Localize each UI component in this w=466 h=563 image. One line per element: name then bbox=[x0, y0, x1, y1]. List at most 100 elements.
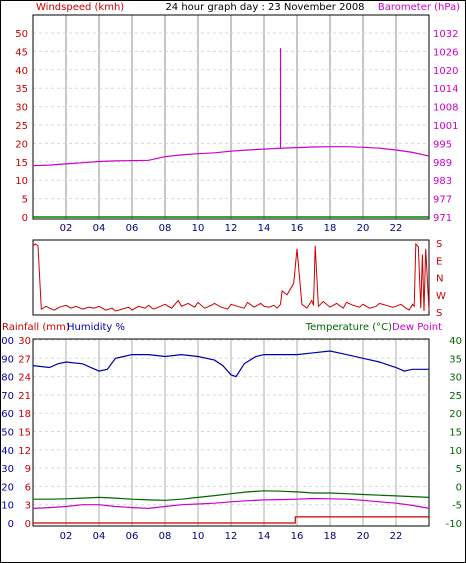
hour-tick-label: 10 bbox=[192, 531, 205, 542]
windspeed-tick-label: 35 bbox=[15, 84, 28, 95]
rain-humidity-temp-plot-border bbox=[32, 338, 430, 527]
hour-tick-label: 12 bbox=[225, 223, 238, 234]
barometer-tick-label: 977 bbox=[433, 195, 452, 206]
hour-tick-label: 20 bbox=[357, 531, 370, 542]
windspeed-tick-label: 20 bbox=[15, 139, 28, 150]
windspeed-tick-label: 5 bbox=[22, 195, 28, 206]
wind-direction-plot-border bbox=[32, 239, 430, 316]
barometer-tick-label: 1032 bbox=[433, 29, 458, 40]
windspeed-ticks: 0 5 10 15 20 25 30 35 40 45 50 bbox=[15, 29, 28, 224]
hour-tick-label: 06 bbox=[126, 223, 139, 234]
wind-baro-x-ticks: 02 04 06 08 10 12 14 16 18 20 22 bbox=[60, 223, 403, 234]
temperature-tick-label: 10 bbox=[449, 446, 462, 457]
temperature-tick-label: -5 bbox=[452, 501, 462, 512]
windspeed-tick-label: 30 bbox=[15, 103, 28, 114]
direction-label: E bbox=[436, 256, 442, 267]
temperature-tick-label: 25 bbox=[449, 391, 462, 402]
direction-label: S bbox=[436, 308, 442, 319]
direction-label: N bbox=[436, 274, 443, 285]
wind-baro-grid bbox=[33, 15, 429, 219]
baro-series-line bbox=[32, 48, 430, 167]
humidity-tick-label: 40 bbox=[1, 446, 14, 457]
rainfall-tick-label: 18 bbox=[18, 409, 31, 420]
rainfall-tick-label: 21 bbox=[18, 391, 31, 402]
hour-tick-label: 02 bbox=[60, 223, 73, 234]
barometer-tick-label: 971 bbox=[433, 213, 452, 224]
windspeed-tick-label: 15 bbox=[15, 158, 28, 169]
barometer-ticks: 971 977 983 989 995 1001 1008 1014 1020 1026 1032 bbox=[433, 29, 458, 224]
hour-tick-label: 10 bbox=[192, 223, 205, 234]
rainfall-tick-label: 24 bbox=[18, 373, 31, 384]
humidity-tick-label: 80 bbox=[1, 373, 14, 384]
wind-direction-series-line bbox=[32, 242, 430, 312]
hour-tick-label: 12 bbox=[225, 531, 238, 542]
humidity-tick-label: 100 bbox=[0, 336, 14, 347]
humidity-tick-label: 60 bbox=[1, 409, 14, 420]
rainfall-tick-label: 6 bbox=[25, 482, 31, 493]
rainfall-axis-title: Rainfall (mm) bbox=[2, 322, 70, 333]
temperature-tick-label: 35 bbox=[449, 354, 462, 365]
rainfall-tick-label: 27 bbox=[18, 354, 31, 365]
barometer-tick-label: 989 bbox=[433, 158, 452, 169]
temperature-tick-label: -10 bbox=[446, 519, 462, 530]
humidity-tick-label: 0 bbox=[8, 519, 14, 530]
hour-tick-label: 22 bbox=[390, 531, 403, 542]
wind-direction-series bbox=[32, 242, 430, 312]
rainfall-tick-label: 0 bbox=[25, 519, 31, 530]
hour-tick-label: 18 bbox=[324, 531, 337, 542]
windspeed-tick-label: 25 bbox=[15, 121, 28, 132]
wind-baro-chart: 0 5 10 15 20 25 30 35 40 45 50 971 977 983 989 995 1001… bbox=[15, 14, 458, 234]
rain-humidity-temp-series bbox=[32, 350, 430, 524]
temperature-axis-title: Temperature (°C) bbox=[305, 322, 392, 333]
windspeed-tick-label: 40 bbox=[15, 66, 28, 77]
barometer-tick-label: 995 bbox=[433, 139, 452, 150]
direction-label: S bbox=[436, 239, 442, 250]
hour-tick-label: 20 bbox=[357, 223, 370, 234]
barometer-tick-label: 1008 bbox=[433, 103, 458, 114]
temperature-tick-label: 15 bbox=[449, 428, 462, 439]
temperature-tick-label: 0 bbox=[456, 482, 462, 493]
windspeed-tick-label: 45 bbox=[15, 47, 28, 58]
dewpoint-axis-title: Dew Point bbox=[392, 322, 442, 333]
hour-tick-label: 18 bbox=[324, 223, 337, 234]
rainfall-tick-label: 12 bbox=[18, 446, 31, 457]
windspeed-tick-label: 10 bbox=[15, 176, 28, 187]
rainfall-tick-label: 3 bbox=[25, 501, 31, 512]
barometer-tick-label: 1020 bbox=[433, 66, 458, 77]
windspeed-tick-label: 50 bbox=[15, 29, 28, 40]
rain-humidity-temp-x-ticks: 02 04 06 08 10 12 14 16 18 20 22 bbox=[60, 531, 403, 542]
hour-tick-label: 14 bbox=[258, 223, 271, 234]
graph-title: 24 hour graph day : 23 November 2008 bbox=[165, 2, 364, 13]
humidity-ticks: 0 10 20 30 40 50 60 70 80 90 100 bbox=[0, 336, 14, 530]
hour-tick-label: 02 bbox=[60, 531, 73, 542]
temperature-tick-label: 30 bbox=[449, 373, 462, 384]
barometer-tick-label: 1014 bbox=[433, 84, 458, 95]
temperature-tick-label: 40 bbox=[449, 336, 462, 347]
barometer-tick-label: 983 bbox=[433, 176, 452, 187]
temperature-tick-label: 20 bbox=[449, 409, 462, 420]
humidity-tick-label: 30 bbox=[1, 464, 14, 475]
rainfall-tick-label: 15 bbox=[18, 428, 31, 439]
hour-tick-label: 14 bbox=[258, 531, 271, 542]
barometer-tick-label: 1001 bbox=[433, 121, 458, 132]
hour-tick-label: 08 bbox=[159, 531, 172, 542]
humidity-tick-label: 70 bbox=[1, 391, 14, 402]
temperature-ticks: -10 -5 0 5 10 15 20 25 30 35 40 bbox=[446, 336, 462, 530]
dewpoint-series-line bbox=[32, 497, 430, 510]
rainfall-tick-label: 30 bbox=[18, 336, 31, 347]
barometer-tick-label: 1026 bbox=[433, 47, 458, 58]
rainfall-tick-label: 9 bbox=[25, 464, 31, 475]
hour-tick-label: 04 bbox=[93, 223, 106, 234]
humidity-series-line bbox=[32, 350, 429, 378]
wind-baro-series bbox=[32, 48, 430, 218]
hour-tick-label: 16 bbox=[291, 223, 304, 234]
barometer-axis-title: Barometer (hPa) bbox=[378, 2, 460, 13]
rain-humidity-temp-grid bbox=[33, 339, 429, 526]
hour-tick-label: 06 bbox=[126, 531, 139, 542]
temperature-series-line bbox=[33, 490, 430, 501]
rainfall-ticks: 0 3 6 9 12 15 18 21 24 27 30 bbox=[18, 336, 31, 530]
